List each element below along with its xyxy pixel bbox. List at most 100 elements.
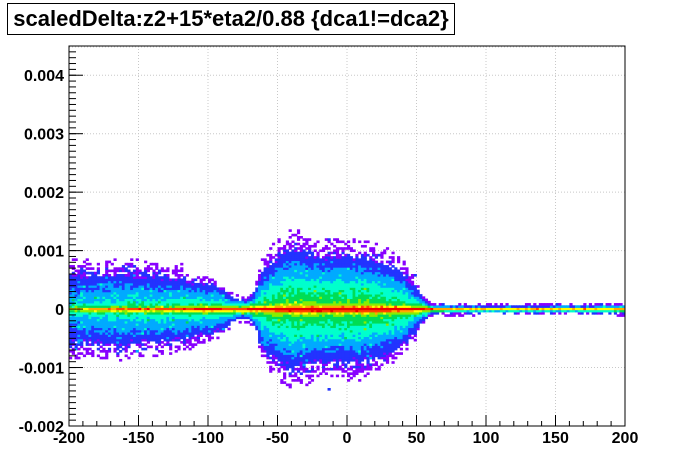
heatmap-cell	[410, 325, 415, 329]
heatmap-cell	[302, 265, 306, 268]
heatmap-cell	[352, 334, 356, 337]
heatmap-cell	[194, 300, 198, 304]
heatmap-cell	[294, 320, 298, 324]
heatmap-cell	[266, 291, 270, 295]
heatmap-cell	[280, 358, 284, 362]
heatmap-cell	[144, 327, 148, 331]
heatmap-cell	[280, 269, 284, 273]
heatmap-cell	[163, 269, 167, 273]
heatmap-cell	[330, 374, 334, 378]
heatmap-cell	[369, 350, 373, 353]
heatmap-cell	[405, 316, 409, 320]
heatmap-cell	[205, 285, 209, 288]
heatmap-cell	[102, 278, 106, 282]
heatmap-cell	[302, 356, 306, 360]
heatmap-cell	[335, 327, 340, 331]
heatmap-cell	[210, 318, 214, 322]
heatmap-cell	[310, 336, 315, 340]
heatmap-cell	[347, 327, 351, 331]
heatmap-cell	[116, 354, 120, 358]
heatmap-cell	[213, 316, 217, 320]
heatmap-cell	[335, 289, 340, 293]
heatmap-cell	[324, 269, 328, 273]
heatmap-cell	[88, 338, 92, 342]
heatmap-cell	[82, 298, 87, 302]
heatmap-cell	[305, 338, 309, 342]
heatmap-cell	[280, 256, 284, 259]
heatmap-cell	[260, 287, 264, 291]
heatmap-cell	[324, 291, 328, 295]
heatmap-cell	[363, 365, 367, 369]
heatmap-cell	[341, 298, 345, 302]
heatmap-cell	[135, 318, 139, 322]
heatmap-cell	[269, 334, 273, 337]
heatmap-cell	[324, 256, 328, 259]
heatmap-cell	[135, 285, 139, 288]
heatmap-cell	[335, 278, 340, 282]
heatmap-cell	[283, 352, 287, 355]
heatmap-cell	[310, 379, 315, 382]
heatmap-cell	[246, 316, 251, 320]
heatmap-cell	[310, 327, 315, 331]
heatmap-cell	[294, 287, 298, 291]
heatmap-cell	[80, 325, 84, 329]
heatmap-cell	[313, 343, 317, 346]
heatmap-cell	[330, 303, 334, 306]
heatmap-cell	[107, 350, 112, 353]
heatmap-cell	[330, 287, 334, 291]
heatmap-cell	[372, 332, 376, 335]
heatmap-cell	[327, 332, 331, 335]
heatmap-cell	[335, 271, 340, 275]
heatmap-cell	[394, 274, 398, 277]
heatmap-cell	[119, 280, 123, 284]
heatmap-cell	[372, 343, 376, 346]
heatmap-cell	[402, 285, 406, 288]
heatmap-cell	[138, 336, 142, 340]
heatmap-cell	[341, 316, 345, 320]
heatmap-cell	[310, 251, 315, 255]
heatmap-cell	[274, 300, 278, 304]
heatmap-cell	[241, 303, 245, 306]
heatmap-cell	[296, 280, 301, 284]
heatmap-cell	[363, 282, 367, 286]
heatmap-cell	[77, 318, 81, 322]
heatmap-cell	[330, 260, 334, 264]
heatmap-cell	[324, 267, 328, 270]
heatmap-cell	[338, 309, 342, 313]
heatmap-cell	[182, 327, 187, 331]
heatmap-cell	[385, 265, 390, 268]
heatmap-cell	[285, 345, 290, 349]
heatmap-cell	[366, 269, 370, 273]
heatmap-cell	[380, 334, 384, 337]
heatmap-cell	[363, 276, 367, 279]
heatmap-cell	[316, 356, 320, 360]
heatmap-cell	[355, 347, 359, 351]
heatmap-cell	[316, 253, 320, 257]
heatmap-cell	[319, 332, 323, 335]
heatmap-cell	[91, 314, 95, 317]
heatmap-cell	[385, 347, 390, 351]
heatmap-cell	[116, 287, 120, 291]
heatmap-cell	[263, 314, 267, 317]
heatmap-cell	[274, 298, 278, 302]
heatmap-cell	[341, 354, 345, 358]
heatmap-cell	[316, 309, 320, 313]
heatmap-cell	[205, 325, 209, 329]
heatmap-cell	[327, 276, 331, 279]
heatmap-cell	[116, 345, 120, 349]
heatmap-cell	[149, 267, 153, 270]
heatmap-cell	[85, 332, 89, 335]
heatmap-cell	[366, 287, 370, 291]
heatmap-cell	[202, 327, 206, 331]
heatmap-cell	[316, 329, 320, 333]
heatmap-cell	[372, 276, 376, 279]
heatmap-cell	[274, 350, 278, 353]
heatmap-cell	[296, 278, 301, 282]
heatmap-cell	[296, 291, 301, 295]
heatmap-cell	[324, 332, 328, 335]
heatmap-cell	[380, 251, 384, 255]
heatmap-cell	[377, 352, 381, 355]
heatmap-cell	[399, 329, 403, 333]
heatmap-cell	[74, 298, 78, 302]
heatmap-cell	[91, 320, 95, 324]
